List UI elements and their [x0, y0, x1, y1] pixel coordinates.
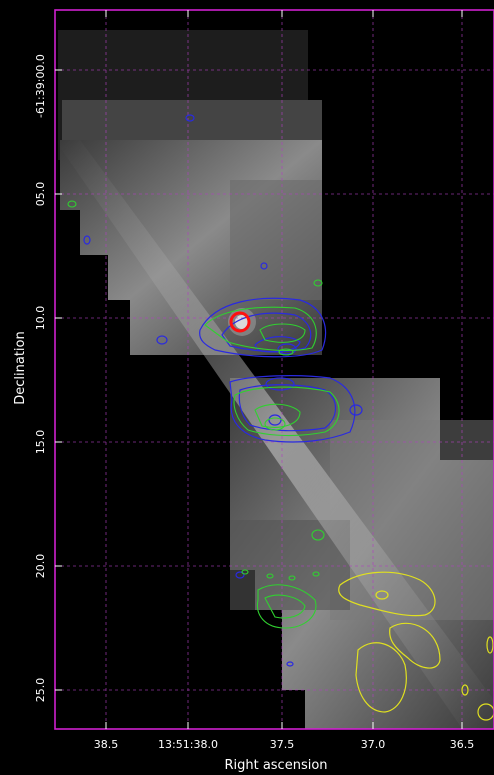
green-contours [67, 200, 340, 629]
y-tick-label: 25.0 [34, 678, 47, 703]
x-tick-label: 36.5 [450, 738, 475, 751]
y-tick-label: 15.0 [34, 430, 47, 455]
y-tick-label: 05.0 [34, 182, 47, 207]
x-tick-label: 38.5 [94, 738, 119, 751]
y-tick-label: -61:39:00.0 [34, 54, 47, 118]
x-tick-label: 13:51:38.0 [158, 738, 218, 751]
x-axis-title: Right ascension [224, 758, 327, 773]
y-tick-label: 20.0 [34, 554, 47, 579]
x-tick-label: 37.5 [270, 738, 295, 751]
axis-ticks [55, 10, 463, 729]
y-axis-title: Declination [13, 331, 28, 405]
plot-frame [54, 9, 494, 730]
y-tick-label: 10.0 [34, 306, 47, 331]
yellow-contours [338, 571, 494, 721]
blue-contours [83, 114, 363, 667]
coordinate-grid [55, 10, 494, 729]
x-tick-label: 37.0 [361, 738, 386, 751]
red-circle-marker[interactable] [229, 311, 251, 333]
